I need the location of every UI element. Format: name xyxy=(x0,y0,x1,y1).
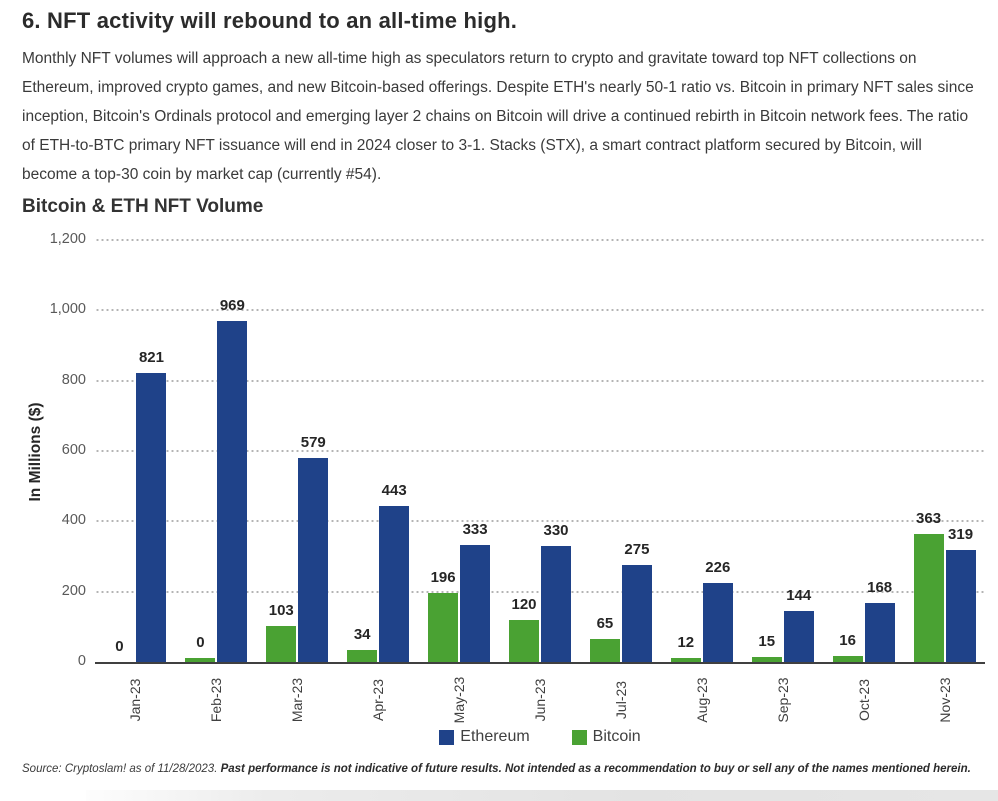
y-tick-label: 800 xyxy=(61,371,86,388)
chart-legend: Ethereum Bitcoin xyxy=(95,728,985,746)
x-tick-label: Oct-23 xyxy=(855,678,872,722)
bar-value-label: 103 xyxy=(268,602,294,619)
bar-value-label: 330 xyxy=(543,522,569,539)
bar-value-label: 15 xyxy=(758,633,776,650)
bar-ethereum xyxy=(541,546,571,662)
x-tick-label: Nov-23 xyxy=(936,677,953,723)
x-tick-label: Aug-23 xyxy=(693,677,710,723)
x-tick-label: Mar-23 xyxy=(289,677,306,723)
bar-bitcoin xyxy=(347,650,378,662)
bar-ethereum xyxy=(945,550,976,662)
bar-value-label: 319 xyxy=(948,526,974,543)
x-tick-label: Feb-23 xyxy=(208,677,225,723)
bar-value-label: 196 xyxy=(430,569,456,586)
gridline xyxy=(95,450,985,452)
disclaimer-text: Past performance is not indicative of fu… xyxy=(220,763,971,775)
bar-bitcoin xyxy=(428,593,459,662)
y-tick-label: 1,200 xyxy=(49,231,86,247)
bar-bitcoin xyxy=(185,658,216,662)
bar-bitcoin xyxy=(913,534,944,662)
legend-swatch-icon xyxy=(439,729,455,745)
bar-ethereum xyxy=(783,611,814,662)
bar-bitcoin xyxy=(509,620,539,662)
bar-ethereum xyxy=(460,545,491,662)
legend-label: Bitcoin xyxy=(592,728,641,745)
bar-ethereum xyxy=(217,321,248,662)
legend-label: Ethereum xyxy=(460,728,530,745)
source-disclaimer: Source: Cryptoslam! as of 11/28/2023. Pa… xyxy=(22,763,974,775)
x-tick-label: May-23 xyxy=(451,676,468,724)
bar-value-label: 65 xyxy=(596,615,614,632)
y-tick-label: 200 xyxy=(61,582,86,599)
gridline xyxy=(95,379,985,382)
y-tick-label: 0 xyxy=(77,653,86,669)
bar-ethereum xyxy=(864,603,895,662)
bar-bitcoin xyxy=(832,656,863,662)
bar-ethereum xyxy=(136,373,167,662)
bar-ethereum xyxy=(298,458,329,662)
gridline xyxy=(95,239,985,241)
bar-value-label: 333 xyxy=(462,521,488,538)
page-title: 6. NFT activity will rebound to an all-t… xyxy=(22,8,518,33)
x-axis-line xyxy=(95,662,985,664)
bar-value-label: 363 xyxy=(916,510,942,527)
legend-swatch-icon xyxy=(571,729,587,745)
bar-value-label: 443 xyxy=(381,482,407,499)
bar-value-label: 275 xyxy=(624,541,650,558)
next-page-edge xyxy=(86,790,998,801)
bar-bitcoin xyxy=(266,626,297,662)
bar-chart: In Millions ($) 0 200 400 600 800 1,000 1,200 … xyxy=(0,228,998,763)
y-tick-label: 1,000 xyxy=(49,301,86,318)
y-tick-label: 400 xyxy=(61,512,86,529)
gridline xyxy=(95,520,985,523)
bar-ethereum xyxy=(621,565,652,662)
bar-bitcoin xyxy=(589,639,620,662)
bar-value-label: 120 xyxy=(511,596,537,613)
gridline xyxy=(95,590,985,593)
bar-value-label: 969 xyxy=(219,297,245,314)
x-tick-label: Sep-23 xyxy=(774,677,791,723)
x-tick-label: Jun-23 xyxy=(532,678,548,722)
x-tick-label: Jan-23 xyxy=(127,678,144,722)
bar-value-label: 168 xyxy=(867,579,893,596)
x-tick-label: Jul-23 xyxy=(612,680,629,720)
bar-value-label: 16 xyxy=(839,632,856,649)
bar-value-label: 12 xyxy=(677,634,695,651)
legend-item-ethereum: Ethereum xyxy=(439,728,530,746)
bar-value-label: 0 xyxy=(196,634,205,651)
bar-value-label: 579 xyxy=(300,434,326,451)
bar-value-label: 34 xyxy=(353,626,371,643)
y-tick-label: 600 xyxy=(61,442,86,458)
bar-value-label: 0 xyxy=(115,638,124,655)
bar-value-label: 821 xyxy=(138,349,164,366)
chart-title: Bitcoin & ETH NFT Volume xyxy=(22,196,264,217)
gridline xyxy=(95,309,985,312)
bar-value-label: 144 xyxy=(786,587,812,604)
source-text: Source: Cryptoslam! as of 11/28/2023. xyxy=(22,763,221,775)
bar-ethereum xyxy=(379,506,410,662)
bar-ethereum xyxy=(702,583,733,662)
intro-paragraph: Monthly NFT volumes will approach a new … xyxy=(22,50,974,183)
bar-bitcoin xyxy=(670,658,701,662)
x-tick-label: Apr-23 xyxy=(370,678,387,722)
bar-value-label: 226 xyxy=(705,559,731,576)
legend-item-bitcoin: Bitcoin xyxy=(571,728,641,746)
bar-bitcoin xyxy=(751,657,782,662)
